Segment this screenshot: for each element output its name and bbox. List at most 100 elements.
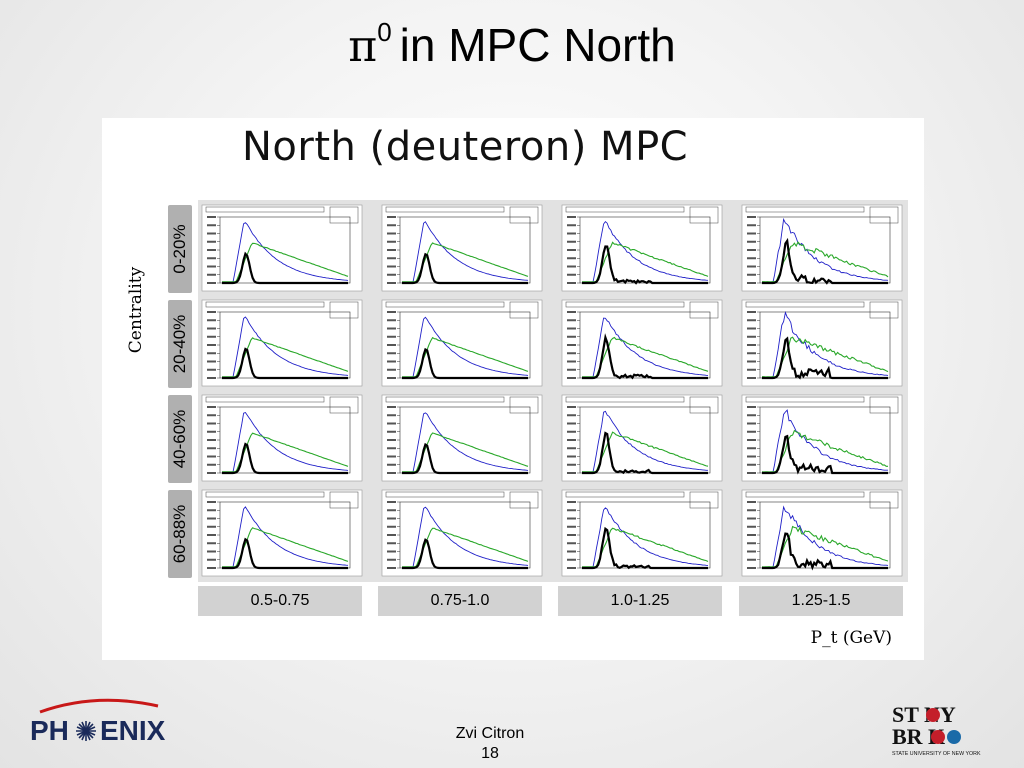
page-number: 18 [481,745,499,762]
y-tick-label [567,216,576,218]
mini-plot-r0-c3 [741,204,903,292]
y-tick-label [567,273,576,276]
stony-brook-line3: STATE UNIVERSITY OF NEW YORK [892,751,981,757]
mini-plot-r3-c2 [561,489,723,577]
y-tick-label [567,282,576,284]
y-tick-label [567,352,576,355]
y-tick-label [387,282,396,284]
y-tick-label [747,360,756,363]
series-black [222,347,348,380]
y-tick-label [747,224,756,227]
y-tick-label [747,311,756,313]
mini-plot-title-box [745,491,865,498]
mini-plot-title-box [565,396,685,403]
mini-plot-stats-box [869,491,899,509]
series-black [582,333,708,380]
y-tick-label [207,550,216,553]
col-label-1: 0.75-1.0 [378,586,542,616]
y-tick-label [747,542,756,545]
y-tick-label [207,406,216,408]
mini-plot-r1-c0 [201,299,363,387]
y-tick-label [387,327,396,330]
y-tick-label [567,232,576,235]
y-tick-label [387,550,396,553]
y-tick-label [387,319,396,322]
y-tick-label [567,567,576,569]
y-tick-label [387,430,396,433]
y-tick-label [387,368,396,371]
mini-plot-r0-c2 [561,204,723,292]
y-tick-label [567,311,576,313]
stony-brook-line1: ST NY [892,702,956,727]
y-tick-label [387,273,396,276]
y-tick-label [747,534,756,536]
row-label-2: 40-60% [168,395,192,483]
col-label-0: 0.5-0.75 [198,586,362,616]
y-tick-label [567,447,576,450]
mini-plot-r1-c3 [741,299,903,387]
title-text: in MPC North [399,19,676,71]
mini-plot-title-box [385,206,505,213]
mini-plot-stats-box [329,301,359,319]
y-tick-label [207,360,216,363]
col-label-2: 1.0-1.25 [558,586,722,616]
footer: Zvi Citron 18 [420,724,560,764]
series-blue [222,506,349,569]
series-blue [762,409,888,474]
y-tick-label [567,501,576,503]
y-tick-label [387,558,396,561]
y-tick-label [387,517,396,520]
mini-plot-r3-c0 [201,489,363,577]
y-tick-label [567,377,576,379]
series-blue [762,505,889,569]
mini-plot-r0-c1 [381,204,543,292]
mini-plot-stats-box [689,491,719,509]
stony-brook-logo: ST NY BR K STATE UNIVERSITY OF NEW YORK [892,702,981,757]
series-black [402,442,528,475]
mini-plot-stats-box [329,491,359,509]
y-tick-label [207,335,216,338]
mini-plot-stats-box [689,396,719,414]
mini-plot-title-box [385,491,505,498]
y-tick-label [387,232,396,235]
y-tick-label [567,335,576,338]
y-tick-label [387,216,396,218]
mini-plot-title-box [565,206,685,213]
mini-plot-stats-box [509,396,539,414]
y-tick-label [387,455,396,458]
y-tick-label [387,447,396,450]
y-tick-label [567,472,576,474]
mini-plot-title-box [565,301,685,308]
y-tick-label [207,352,216,355]
y-tick-label [747,352,756,355]
mini-plot-stats-box [869,396,899,414]
author-name: Zvi Citron [455,725,525,742]
y-tick-label [747,319,756,322]
y-tick-label [207,517,216,520]
y-tick-label [747,414,756,417]
y-tick-label [207,377,216,379]
series-blue [402,412,529,474]
y-tick-label [747,216,756,218]
y-tick-label [207,501,216,503]
y-tick-label [567,550,576,553]
y-tick-label [207,509,216,512]
y-tick-label [567,319,576,322]
y-tick-label [207,447,216,450]
y-tick-label [207,455,216,458]
stony-brook-o1-mark [926,708,940,722]
row-label-0: 0-20% [168,205,192,293]
mini-plot-title-box [385,396,505,403]
series-green [582,527,709,568]
y-tick-label [207,542,216,545]
y-tick-label [567,360,576,363]
mini-plot-title-box [205,396,325,403]
y-tick-label [567,509,576,512]
y-tick-label [387,463,396,466]
col-axis-label: P_t (GeV) [810,628,892,648]
mini-plot-title-box [205,491,325,498]
y-tick-label [207,558,216,561]
y-tick-label [207,327,216,330]
y-tick-label [387,422,396,425]
y-tick-label [387,439,396,441]
